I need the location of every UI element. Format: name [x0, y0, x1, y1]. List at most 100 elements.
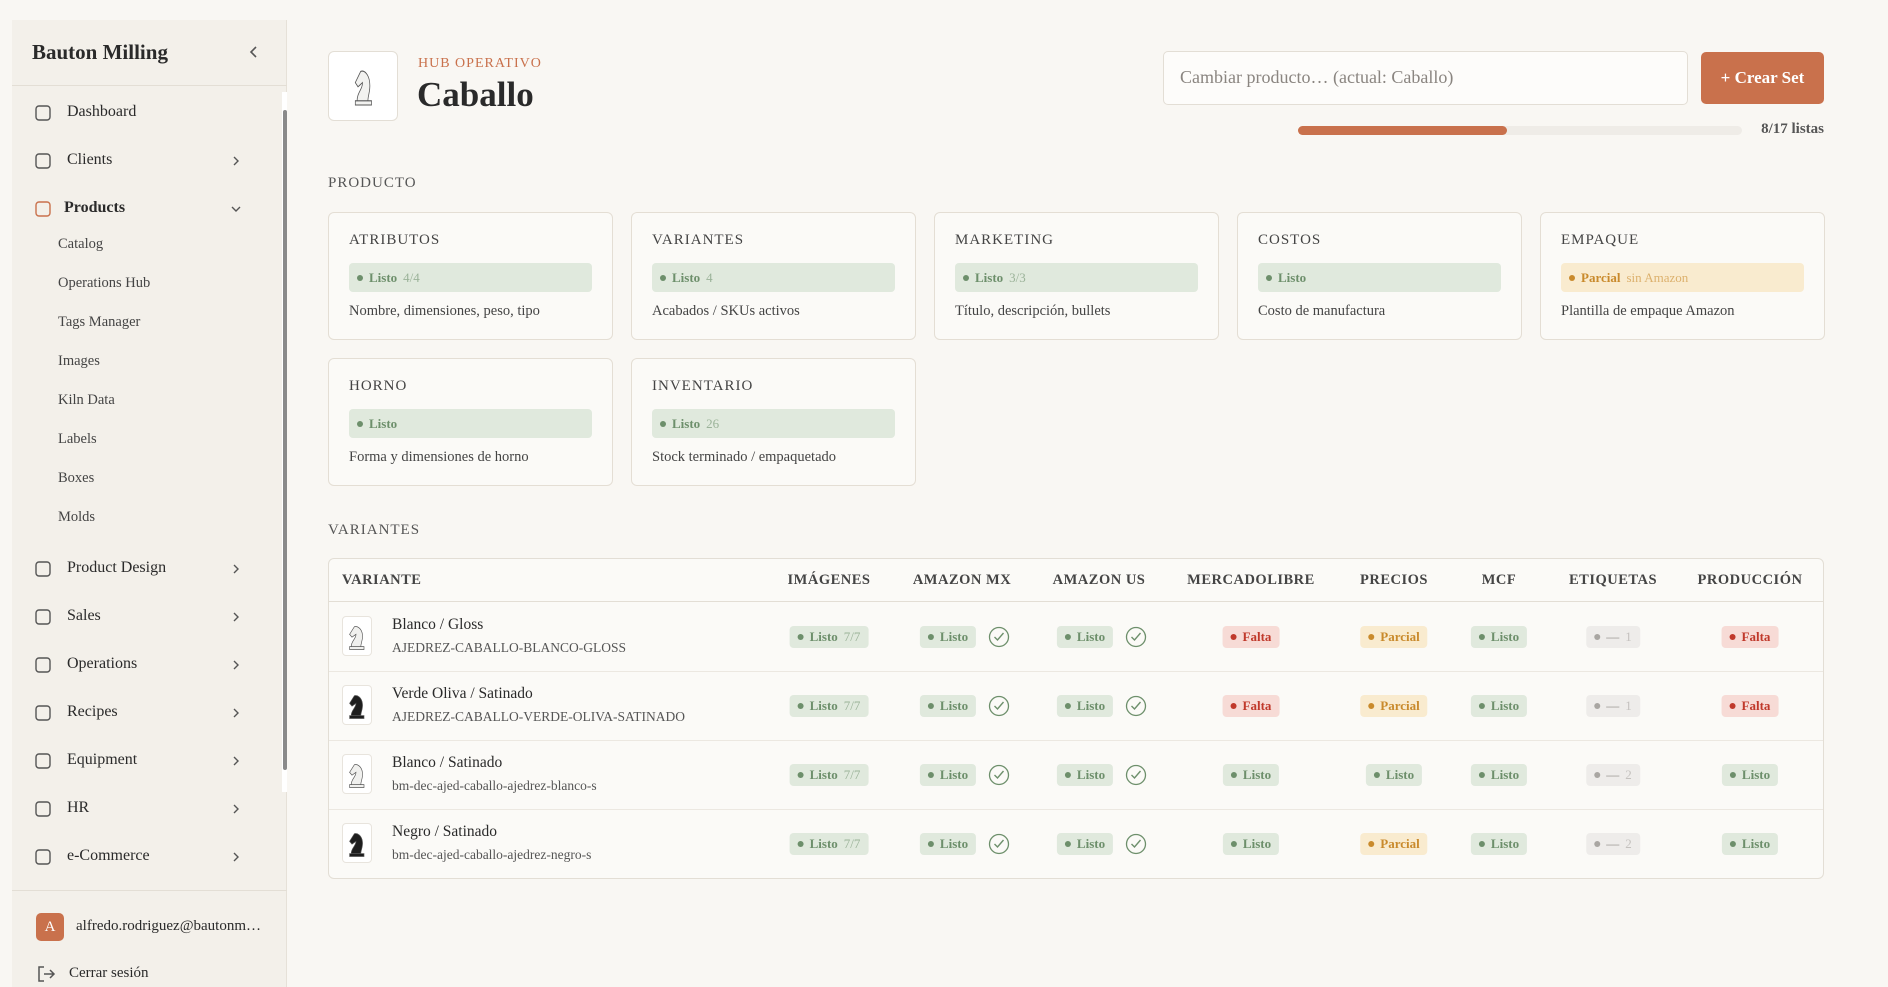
- subnav-item[interactable]: Catalog: [58, 236, 104, 252]
- subnav-item[interactable]: Boxes: [58, 470, 95, 486]
- nav-icon: [35, 753, 51, 769]
- status-pill: Listo: [919, 764, 977, 786]
- nav-item[interactable]: HR: [67, 799, 90, 816]
- status-dot: [1373, 772, 1380, 778]
- status-card: VARIANTES Listo 4 Acabados / SKUs activos: [631, 212, 916, 340]
- status-pill: Listo 7/7: [789, 695, 869, 717]
- sidebar: Bauton Milling A alfredo.rodriguez@bauto…: [12, 20, 287, 987]
- status-dot: [357, 420, 363, 427]
- subnav-item[interactable]: Operations Hub: [58, 275, 151, 291]
- status-pill: Listo: [1056, 833, 1114, 855]
- product-search[interactable]: Cambiar producto… (actual: Caballo): [1163, 51, 1688, 105]
- card-detail: Forma y dimensiones de horno: [349, 449, 529, 465]
- status-dot: [1478, 703, 1485, 709]
- nav-chevron: [233, 564, 239, 574]
- nav-item[interactable]: Products: [64, 199, 126, 216]
- status: Parcial: [1380, 698, 1420, 713]
- nav-icon: [35, 849, 51, 865]
- status-dot: [1729, 634, 1736, 640]
- subnav-item[interactable]: Kiln Data: [58, 392, 115, 408]
- status-dot: [1230, 841, 1237, 847]
- subnav-item[interactable]: Images: [58, 353, 100, 369]
- nav-item[interactable]: Equipment: [67, 751, 138, 768]
- check-icon: [1125, 695, 1147, 717]
- status-card: COSTOS Listo Costo de manufactura: [1237, 212, 1522, 340]
- nav-item[interactable]: Product Design: [67, 559, 167, 576]
- check-icon: [1125, 833, 1147, 855]
- status-extra: 2: [1625, 767, 1632, 782]
- status: Falta: [1741, 629, 1771, 644]
- nav-icon: [35, 561, 51, 577]
- nav-item[interactable]: Sales: [67, 607, 101, 624]
- status-pill: Falta: [1721, 695, 1779, 717]
- subnav-item[interactable]: Labels: [58, 431, 97, 447]
- nav-chevron: [233, 756, 239, 766]
- nav-item[interactable]: Clients: [67, 151, 113, 168]
- column-header: AMAZON MX: [912, 572, 1012, 588]
- column-header: PRODUCCIÓN: [1697, 572, 1803, 588]
- status: Parcial: [1380, 629, 1420, 644]
- status-pill: Listo: [1721, 764, 1779, 786]
- status-dot: [1478, 841, 1485, 847]
- status-dot: [797, 703, 804, 709]
- status-dot: [1266, 274, 1272, 281]
- card-title: HORNO: [349, 378, 408, 394]
- status-dot: [1230, 703, 1237, 709]
- status-pill: Listo: [919, 695, 977, 717]
- status-extra: 4: [706, 269, 713, 285]
- status-card: HORNO Listo Forma y dimensiones de horno: [328, 358, 613, 486]
- check-icon: [1125, 626, 1147, 648]
- logout[interactable]: Cerrar sesión: [69, 965, 149, 981]
- status: Listo: [672, 269, 701, 285]
- status: Listo: [939, 767, 969, 782]
- status: Listo: [1490, 836, 1520, 851]
- column-header: IMÁGENES: [787, 572, 871, 588]
- page-title: Caballo: [417, 75, 534, 114]
- nav-item[interactable]: Operations: [67, 655, 138, 672]
- status-dot: [1368, 841, 1375, 847]
- status: Listo: [1076, 767, 1106, 782]
- brand: Bauton Milling: [32, 40, 168, 64]
- divider: [12, 890, 287, 891]
- status-dot: [1064, 634, 1071, 640]
- status-extra: 1: [1625, 629, 1632, 644]
- divider: [12, 85, 287, 86]
- status-dot: [797, 634, 804, 640]
- status: —: [1606, 698, 1620, 713]
- variant-name: Blanco / Gloss: [392, 616, 484, 633]
- nav-item[interactable]: e-Commerce: [67, 847, 150, 864]
- column-header: MCF: [1481, 572, 1517, 588]
- status-pill: Listo: [1056, 626, 1114, 648]
- scrollbar[interactable]: [283, 110, 287, 770]
- status-pill: Listo: [349, 409, 592, 438]
- subnav-item[interactable]: Tags Manager: [58, 314, 141, 330]
- status: Listo: [1490, 767, 1520, 782]
- status-pill: —2: [1586, 764, 1640, 786]
- status: Listo: [939, 836, 969, 851]
- status-card: INVENTARIO Listo 26 Stock terminado / empaq…: [631, 358, 916, 486]
- nav-chevron: [233, 852, 239, 862]
- status-pill: Listo 26: [652, 409, 895, 438]
- status-dot: [1729, 703, 1736, 709]
- nav-chevron: [233, 612, 239, 622]
- nav-icon: [35, 609, 51, 625]
- status-card: MARKETING Listo 3/3 Título, descripción, bu…: [934, 212, 1219, 340]
- status: Listo: [672, 415, 701, 431]
- product-image: [354, 70, 372, 106]
- status: Listo: [809, 836, 838, 851]
- status-pill: Listo: [919, 626, 977, 648]
- status: Listo: [1076, 836, 1106, 851]
- check-icon: [988, 695, 1010, 717]
- subnav-item[interactable]: Molds: [58, 509, 96, 525]
- status: Falta: [1242, 629, 1272, 644]
- status-pill: Listo 7/7: [789, 764, 869, 786]
- collapse-button[interactable]: [247, 45, 261, 59]
- status-dot: [927, 772, 934, 778]
- status-pill: Listo: [1056, 695, 1114, 717]
- create-set-button[interactable]: + Crear Set: [1701, 52, 1824, 104]
- status-extra: 4/4: [403, 269, 420, 285]
- nav-item[interactable]: Recipes: [67, 703, 118, 720]
- nav-item[interactable]: Dashboard: [67, 103, 137, 120]
- status-dot: [797, 772, 804, 778]
- status-dot: [1230, 772, 1237, 778]
